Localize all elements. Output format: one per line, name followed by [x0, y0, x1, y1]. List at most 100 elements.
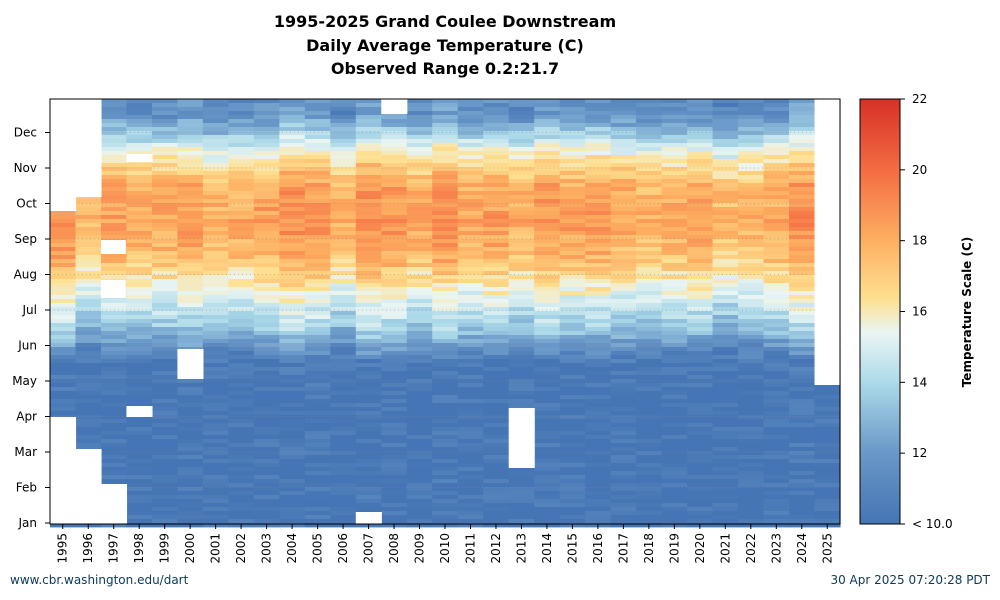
heatmap-cell	[355, 147, 382, 152]
heatmap-cell	[355, 155, 382, 160]
heatmap-cell	[559, 127, 586, 132]
heatmap-cell	[661, 143, 688, 148]
heatmap-cell	[559, 103, 586, 108]
heatmap-cell	[814, 403, 841, 408]
heatmap-cell	[100, 387, 128, 392]
heatmap-cell	[636, 287, 663, 292]
heatmap-cell	[381, 331, 408, 336]
heatmap-cell	[610, 343, 637, 348]
heatmap-cell	[687, 423, 714, 428]
heatmap-cell	[814, 419, 841, 424]
heatmap-cell	[126, 139, 153, 144]
missing-data	[50, 99, 841, 524]
heatmap-cell	[304, 179, 331, 184]
heatmap-cell	[253, 151, 280, 156]
heatmap-cell	[712, 399, 739, 404]
heatmap-cell	[687, 339, 714, 344]
heatmap-cell	[559, 459, 586, 464]
heatmap-cell	[712, 315, 739, 320]
heatmap-cell	[457, 215, 484, 220]
heatmap-cell	[100, 179, 128, 184]
heatmap-cell	[789, 455, 816, 460]
heatmap-cell	[126, 227, 153, 232]
heatmap-cell	[279, 395, 306, 400]
heatmap-cell	[406, 487, 433, 492]
heatmap-cell	[228, 219, 255, 224]
heatmap-cell	[585, 339, 612, 344]
heatmap-cell	[126, 363, 153, 368]
heatmap-cell	[789, 435, 816, 440]
heatmap-cell	[636, 279, 663, 284]
heatmap-cell	[75, 343, 102, 348]
y-tick-label: Jun	[17, 339, 37, 353]
heatmap-cell	[330, 115, 357, 120]
heatmap-cell	[559, 479, 586, 484]
heatmap-cell	[610, 199, 637, 204]
heatmap-cell	[126, 147, 153, 152]
heatmap-cell	[381, 491, 408, 496]
heatmap-cell	[585, 451, 612, 456]
heatmap-cell	[432, 379, 459, 384]
heatmap-cell	[406, 319, 433, 324]
heatmap-cell	[253, 167, 280, 172]
heatmap-cell	[406, 151, 433, 156]
heatmap-cell	[763, 207, 790, 212]
heatmap-cell	[253, 355, 280, 360]
heatmap-cell	[432, 451, 459, 456]
heatmap-cell	[534, 335, 561, 340]
heatmap-cell	[151, 355, 179, 360]
heatmap-cell	[355, 279, 382, 284]
heatmap-cell	[789, 451, 816, 456]
heatmap-cell	[636, 407, 663, 412]
heatmap-cell	[457, 203, 484, 208]
heatmap-cell	[202, 383, 229, 388]
heatmap-cell	[330, 295, 357, 300]
heatmap-cell	[330, 123, 357, 128]
heatmap-cell	[228, 103, 255, 108]
heatmap-cell	[406, 451, 433, 456]
heatmap-cell	[432, 167, 459, 172]
heatmap-cell	[177, 191, 204, 196]
heatmap-cell	[126, 271, 153, 276]
heatmap-cell	[712, 239, 739, 244]
heatmap-cell	[738, 263, 765, 268]
heatmap-cell	[330, 187, 357, 192]
heatmap-cell	[763, 127, 790, 132]
heatmap-cell	[457, 363, 484, 368]
heatmap-cell	[789, 135, 816, 140]
heatmap-cell	[610, 243, 637, 248]
heatmap-cell	[534, 283, 561, 288]
heatmap-cell	[253, 187, 280, 192]
heatmap-cell	[610, 227, 637, 232]
heatmap-cell	[355, 255, 382, 260]
heatmap-cell	[100, 123, 128, 128]
heatmap-cell	[279, 243, 306, 248]
heatmap-cell	[228, 147, 255, 152]
heatmap-cell	[610, 303, 637, 308]
heatmap-cell	[355, 151, 382, 156]
heatmap-cell	[661, 467, 688, 472]
heatmap-cell	[355, 339, 382, 344]
heatmap-cell	[100, 111, 128, 116]
heatmap-cell	[406, 415, 433, 420]
heatmap-cell	[763, 247, 790, 252]
heatmap-cell	[763, 187, 790, 192]
heatmap-cell	[100, 423, 128, 428]
heatmap-cell	[483, 203, 510, 208]
heatmap-cell	[355, 135, 382, 140]
heatmap-cell	[151, 315, 179, 320]
heatmap-cell	[304, 455, 331, 460]
heatmap-cell	[738, 335, 765, 340]
heatmap-cell	[712, 183, 739, 188]
heatmap-cell	[330, 175, 357, 180]
heatmap-cell	[75, 203, 102, 208]
heatmap-cell	[610, 499, 637, 504]
heatmap-cell	[279, 303, 306, 308]
heatmap-cell	[432, 487, 459, 492]
footer-url[interactable]: www.cbr.washington.edu/dart	[10, 573, 189, 587]
heatmap-cell	[228, 391, 255, 396]
heatmap-cell	[457, 511, 484, 516]
heatmap-cell	[253, 403, 280, 408]
heatmap-cell	[534, 315, 561, 320]
heatmap-cell	[253, 327, 280, 332]
